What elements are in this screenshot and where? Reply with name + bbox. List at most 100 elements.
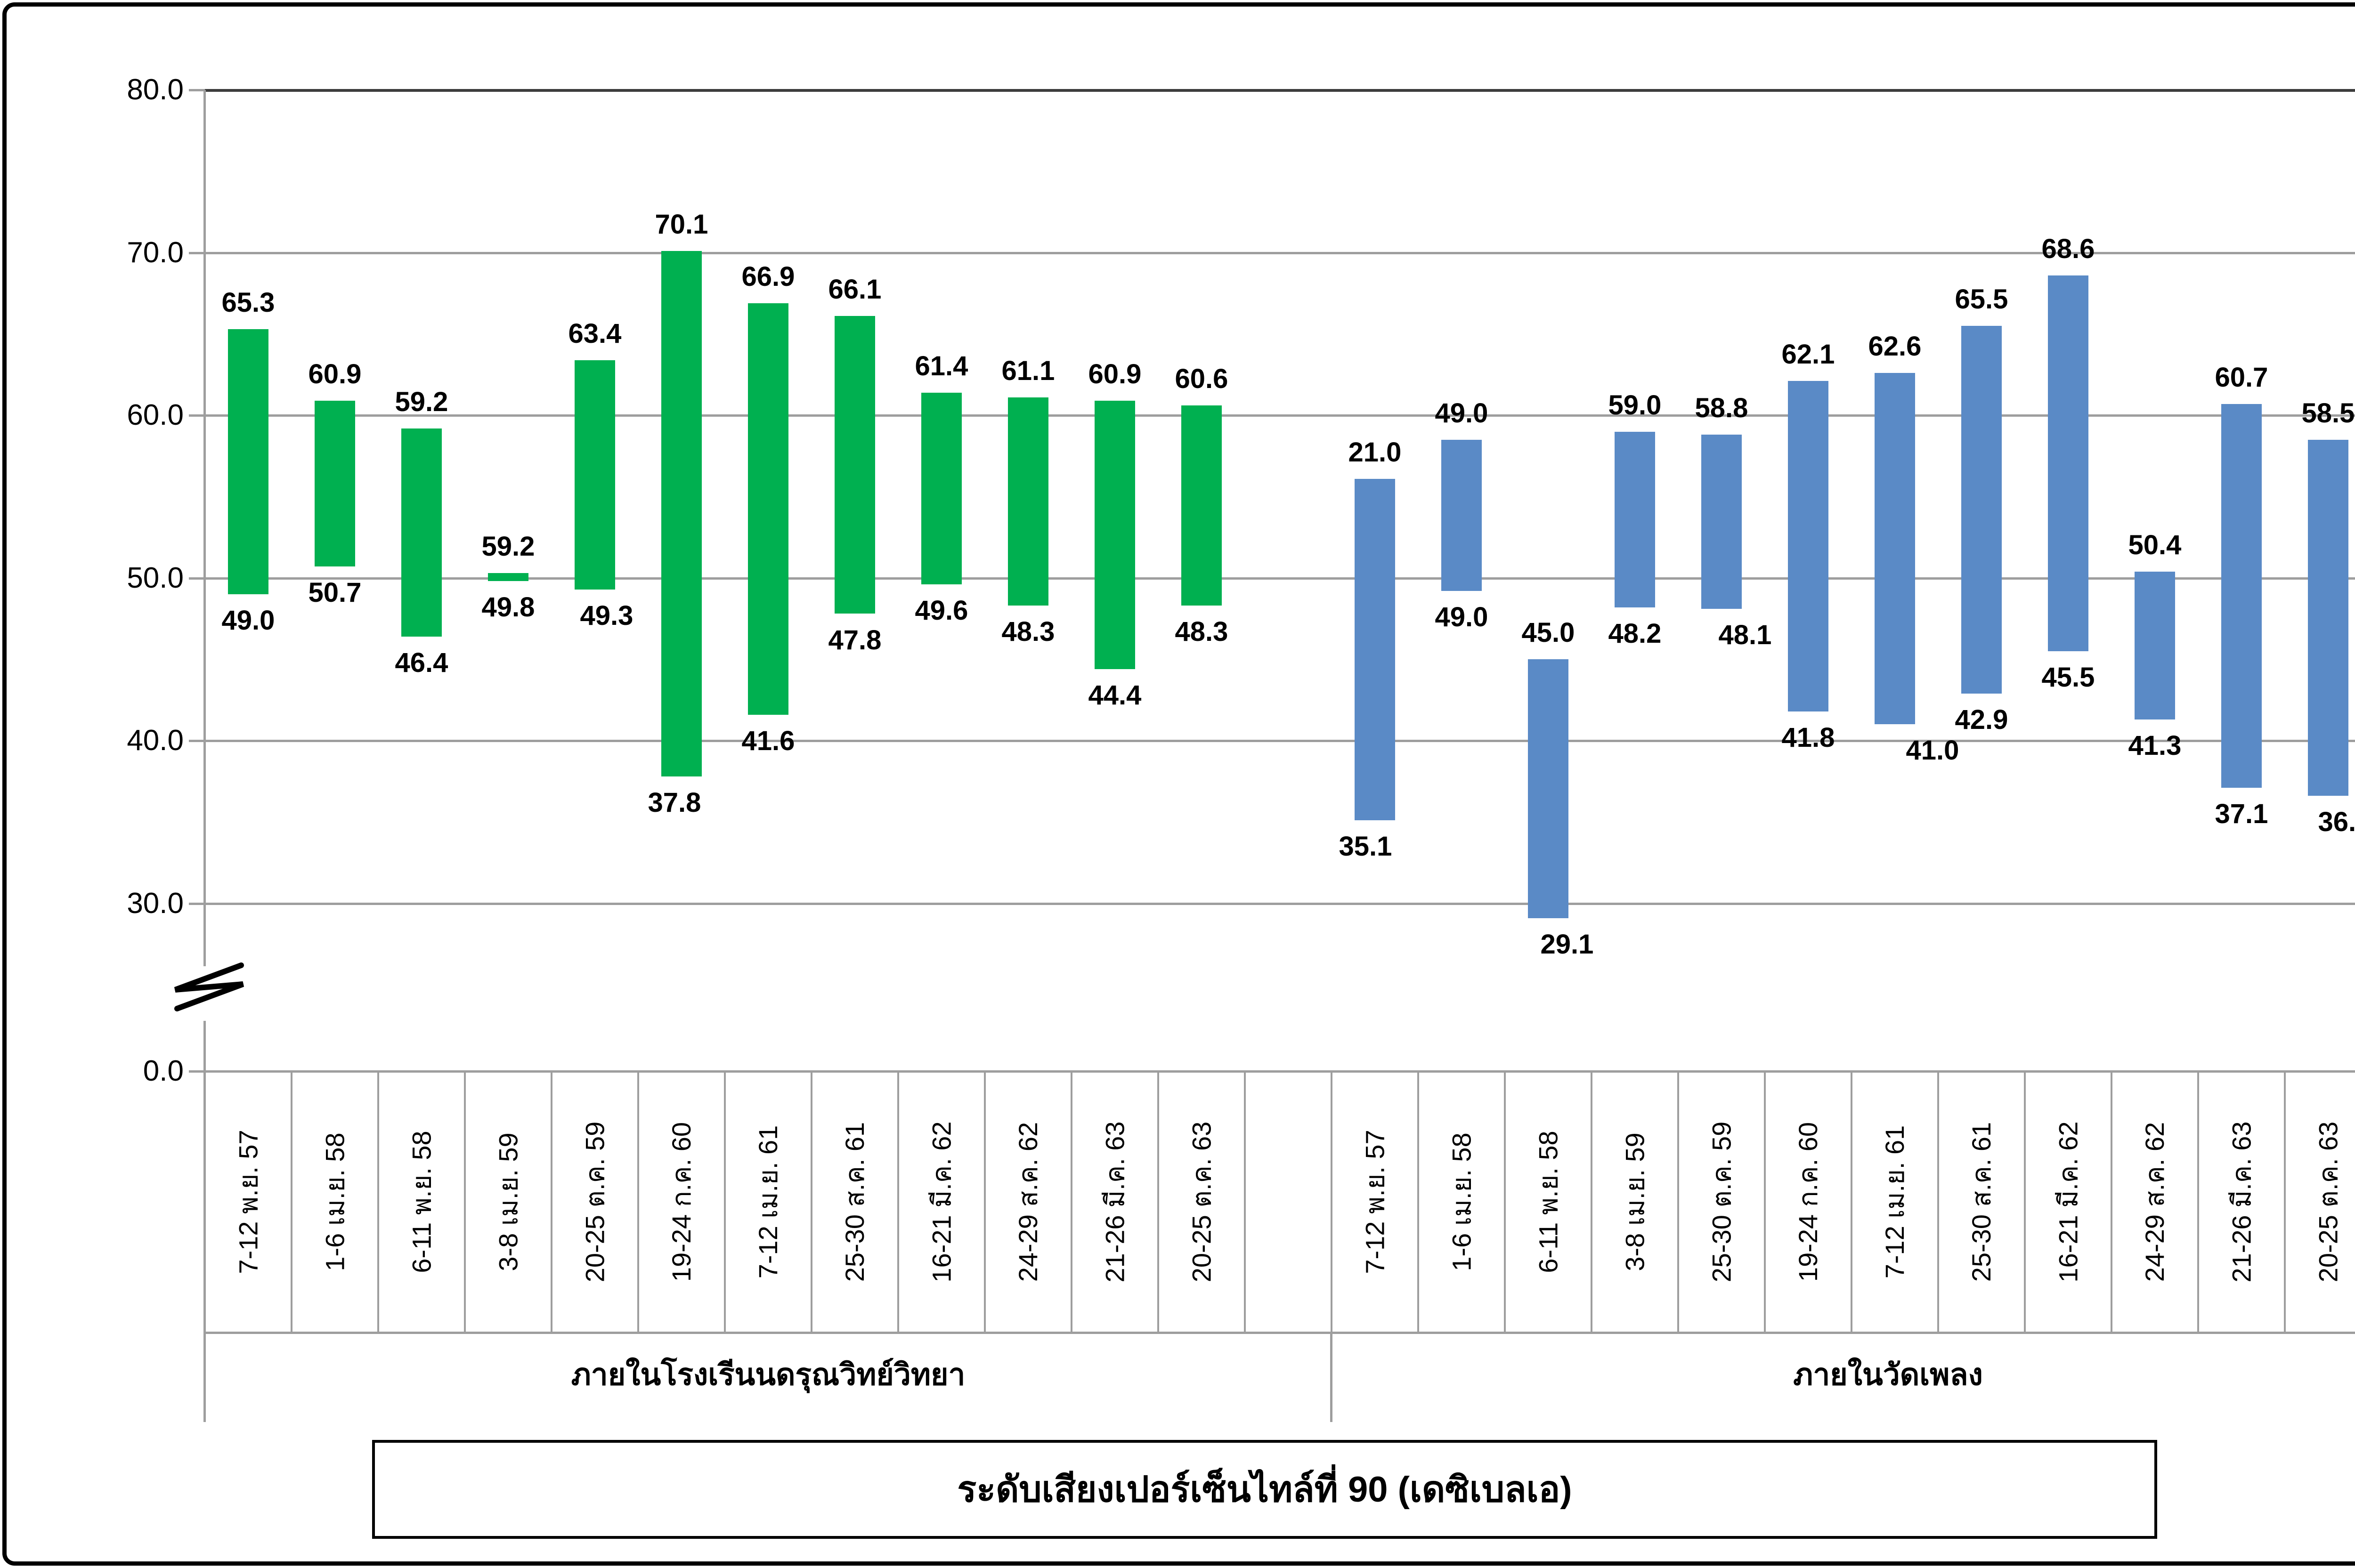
category-label: 7-12 พ.ย. 57 xyxy=(1360,1130,1390,1274)
bar-top-label: 62.1 xyxy=(1781,339,1835,370)
category-separator xyxy=(551,1071,552,1333)
range-bar xyxy=(2135,571,2175,720)
y-tick-60.0 xyxy=(189,414,205,417)
bar-bottom-label: 46.4 xyxy=(395,647,448,678)
y-axis-label: 80.0 xyxy=(127,73,184,106)
y-axis-label: 60.0 xyxy=(127,399,184,431)
category-separator xyxy=(1244,1071,1246,1333)
range-bar xyxy=(748,303,788,715)
bar-bottom-label: 47.8 xyxy=(828,624,882,655)
range-bar xyxy=(1961,325,2002,694)
bar-bottom-label: 49.0 xyxy=(221,605,275,636)
range-bar xyxy=(1701,435,1742,609)
bar-bottom-label: 42.9 xyxy=(1955,704,2008,735)
category-separator xyxy=(897,1071,899,1333)
bar-top-label: 66.1 xyxy=(828,274,882,305)
category-area-bottom-line xyxy=(205,1332,2355,1334)
range-bar xyxy=(1095,400,1135,669)
category-label-cell: 25-30 ต.ค. 59 xyxy=(1678,1075,1765,1329)
category-separator xyxy=(1071,1071,1072,1333)
category-label: 19-24 ก.ค. 60 xyxy=(666,1122,697,1282)
category-label-cell: 7-12 เม.ย. 61 xyxy=(1852,1075,1938,1329)
category-label-cell: 19-24 ก.ค. 60 xyxy=(638,1075,725,1329)
category-separator xyxy=(1677,1071,1679,1333)
category-separator xyxy=(2111,1071,2112,1333)
bar-bottom-label: 44.4 xyxy=(1088,679,1142,711)
range-bar xyxy=(835,316,875,614)
chart-title: ระดับเสียงเปอร์เซ็นไทล์ที่ 90 (เดซิเบลเอ… xyxy=(957,1470,1572,1510)
category-separator xyxy=(2284,1071,2286,1333)
bar-top-label: 62.6 xyxy=(1868,331,1922,362)
range-bar xyxy=(1788,381,1828,711)
y-tick-0.0 xyxy=(189,1070,205,1073)
category-label-cell: 3-8 เม.ย. 59 xyxy=(465,1075,552,1329)
range-bar xyxy=(228,329,268,595)
category-label-cell: 21-26 มี.ค. 63 xyxy=(2198,1075,2285,1329)
gridline-60.0 xyxy=(205,414,2355,417)
category-label: 19-24 ก.ค. 60 xyxy=(1793,1122,1823,1282)
category-label: 7-12 เม.ย. 61 xyxy=(753,1125,783,1279)
category-label-cell: 24-29 ส.ค. 62 xyxy=(985,1075,1072,1329)
gridline-80.0 xyxy=(205,89,2355,92)
range-bar xyxy=(1875,373,1915,725)
category-separator xyxy=(464,1071,466,1333)
bar-top-label: 63.4 xyxy=(568,318,622,349)
category-label: 25-30 ต.ค. 59 xyxy=(1706,1121,1737,1283)
category-label-cell: 20-25 ต.ค. 59 xyxy=(552,1075,638,1329)
range-bar xyxy=(1008,397,1048,606)
bar-bottom-label: 41.3 xyxy=(2128,730,2182,761)
category-separator xyxy=(1417,1071,1419,1333)
category-separator xyxy=(1851,1071,1852,1333)
bar-bottom-label: 50.7 xyxy=(308,577,362,608)
range-bar xyxy=(1441,439,1482,591)
category-separator xyxy=(637,1071,639,1333)
category-separator xyxy=(811,1071,812,1333)
gridline-50.0 xyxy=(205,577,2355,580)
bar-top-label: 45.0 xyxy=(1521,617,1575,648)
chart-title-box: ระดับเสียงเปอร์เซ็นไทล์ที่ 90 (เดซิเบลเอ… xyxy=(372,1440,2157,1539)
bar-bottom-label: 37.8 xyxy=(648,787,701,818)
category-separator xyxy=(1764,1071,1766,1333)
bar-bottom-label: 45.5 xyxy=(2041,662,2095,693)
bar-top-label: 59.0 xyxy=(1608,389,1662,420)
category-label: 25-30 ส.ค. 61 xyxy=(1966,1122,1997,1282)
category-separator xyxy=(1591,1071,1592,1333)
category-separator xyxy=(1157,1071,1159,1333)
category-separator xyxy=(291,1071,292,1333)
category-label-cell: 1-6 เม.ย. 58 xyxy=(1418,1075,1505,1329)
gridline-40.0 xyxy=(205,740,2355,742)
bar-bottom-label: 37.1 xyxy=(2215,799,2268,830)
bar-bottom-label: 48.2 xyxy=(1608,618,1662,649)
category-label: 1-6 เม.ย. 58 xyxy=(320,1132,350,1271)
group-separator-1 xyxy=(1330,1333,1332,1422)
gridline-30.0 xyxy=(205,902,2355,905)
y-axis-line-upper xyxy=(203,90,206,966)
bar-top-label: 21.0 xyxy=(1348,436,1402,468)
category-label-cell: 6-11 พ.ย. 58 xyxy=(378,1075,465,1329)
bar-top-label: 61.4 xyxy=(915,350,968,381)
category-label-cell: 6-11 พ.ย. 58 xyxy=(1505,1075,1592,1329)
category-label: 3-8 เม.ย. 59 xyxy=(493,1132,523,1271)
category-label-cell: 3-8 เม.ย. 59 xyxy=(1592,1075,1678,1329)
bar-bottom-label: 41.0 xyxy=(1906,735,1959,766)
category-separator xyxy=(1504,1071,1506,1333)
category-label: 7-12 เม.ย. 61 xyxy=(1880,1125,1910,1279)
category-label: 21-26 มี.ค. 63 xyxy=(1100,1121,1130,1283)
category-label-cell: 16-21 มี.ค. 62 xyxy=(898,1075,985,1329)
category-separator xyxy=(724,1071,726,1333)
category-separator xyxy=(1331,1071,1332,1333)
group-label: ภายในวัดเพลง xyxy=(1793,1358,1983,1391)
bar-top-label: 59.2 xyxy=(481,531,535,562)
bar-top-label: 59.2 xyxy=(395,386,448,417)
range-bar xyxy=(401,428,442,637)
bar-top-label: 58.5 xyxy=(2301,397,2355,428)
bar-bottom-label: 48.3 xyxy=(1001,616,1055,647)
range-bar xyxy=(2308,439,2348,796)
category-label-cell: 20-25 ต.ค. 63 xyxy=(1158,1075,1245,1329)
category-label: 6-11 พ.ย. 58 xyxy=(1533,1131,1563,1273)
category-label: 20-25 ต.ค. 63 xyxy=(2313,1121,2343,1283)
category-label: 25-30 ส.ค. 61 xyxy=(840,1122,870,1282)
bar-top-label: 68.6 xyxy=(2041,233,2095,264)
bar-bottom-label: 41.8 xyxy=(1781,722,1835,753)
gridline-70.0 xyxy=(205,251,2355,254)
